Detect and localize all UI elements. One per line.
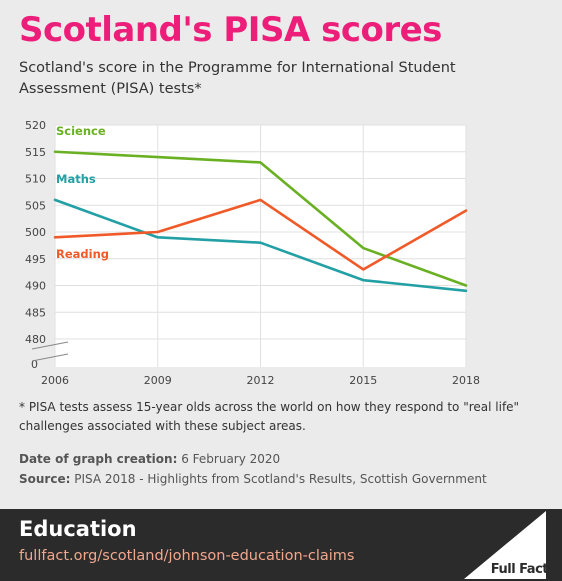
axis-break-mark [31,341,69,350]
y-tick-label: 505 [25,199,46,212]
footer-bar: Education fullfact.org/scotland/johnson-… [0,509,562,581]
full-fact-logo-icon [464,511,546,579]
source-value: PISA 2018 - Highlights from Scotland's R… [74,472,487,486]
series-label-maths: Maths [56,172,96,186]
creation-date: Date of graph creation: 6 February 2020 [19,452,280,466]
chart-title: Scotland's PISA scores [19,10,442,50]
y-tick-label: 510 [25,173,46,186]
series-line-maths [53,198,468,293]
x-tick-label: 2012 [247,374,275,387]
x-tick-label: 2018 [452,374,480,387]
x-tick-label: 2015 [349,374,377,387]
series-line-science [53,150,468,287]
x-tick-label: 2009 [144,374,172,387]
y-tick-label: 520 [25,119,46,132]
y-tick-label: 480 [25,333,46,346]
footnote: * PISA tests assess 15-year olds across … [19,400,520,433]
creation-date-value: 6 February 2020 [181,452,281,466]
footer-article-link[interactable]: fullfact.org/scotland/johnson-education-… [19,548,355,564]
series-label-science: Science [56,124,106,138]
footer-section-title: Education [19,517,137,541]
y-tick-label: 495 [25,253,46,266]
y-tick-label: 485 [25,306,46,319]
y-tick-label: 500 [25,226,46,239]
axis-break-mark [31,353,69,362]
y-tick-label: 490 [25,280,46,293]
y-tick-label: 0 [31,358,38,371]
source-label: Source: [19,472,71,486]
chart-subtitle: Scotland's score in the Programme for In… [19,60,456,97]
full-fact-logo-text: Full Fact [490,562,549,577]
x-tick-label: 2006 [41,374,69,387]
series-label-reading: Reading [56,247,109,261]
source-line: Source: PISA 2018 - Highlights from Scot… [19,472,487,486]
creation-date-label: Date of graph creation: [19,452,178,466]
y-tick-label: 515 [25,146,46,159]
series-line-reading [53,198,468,271]
